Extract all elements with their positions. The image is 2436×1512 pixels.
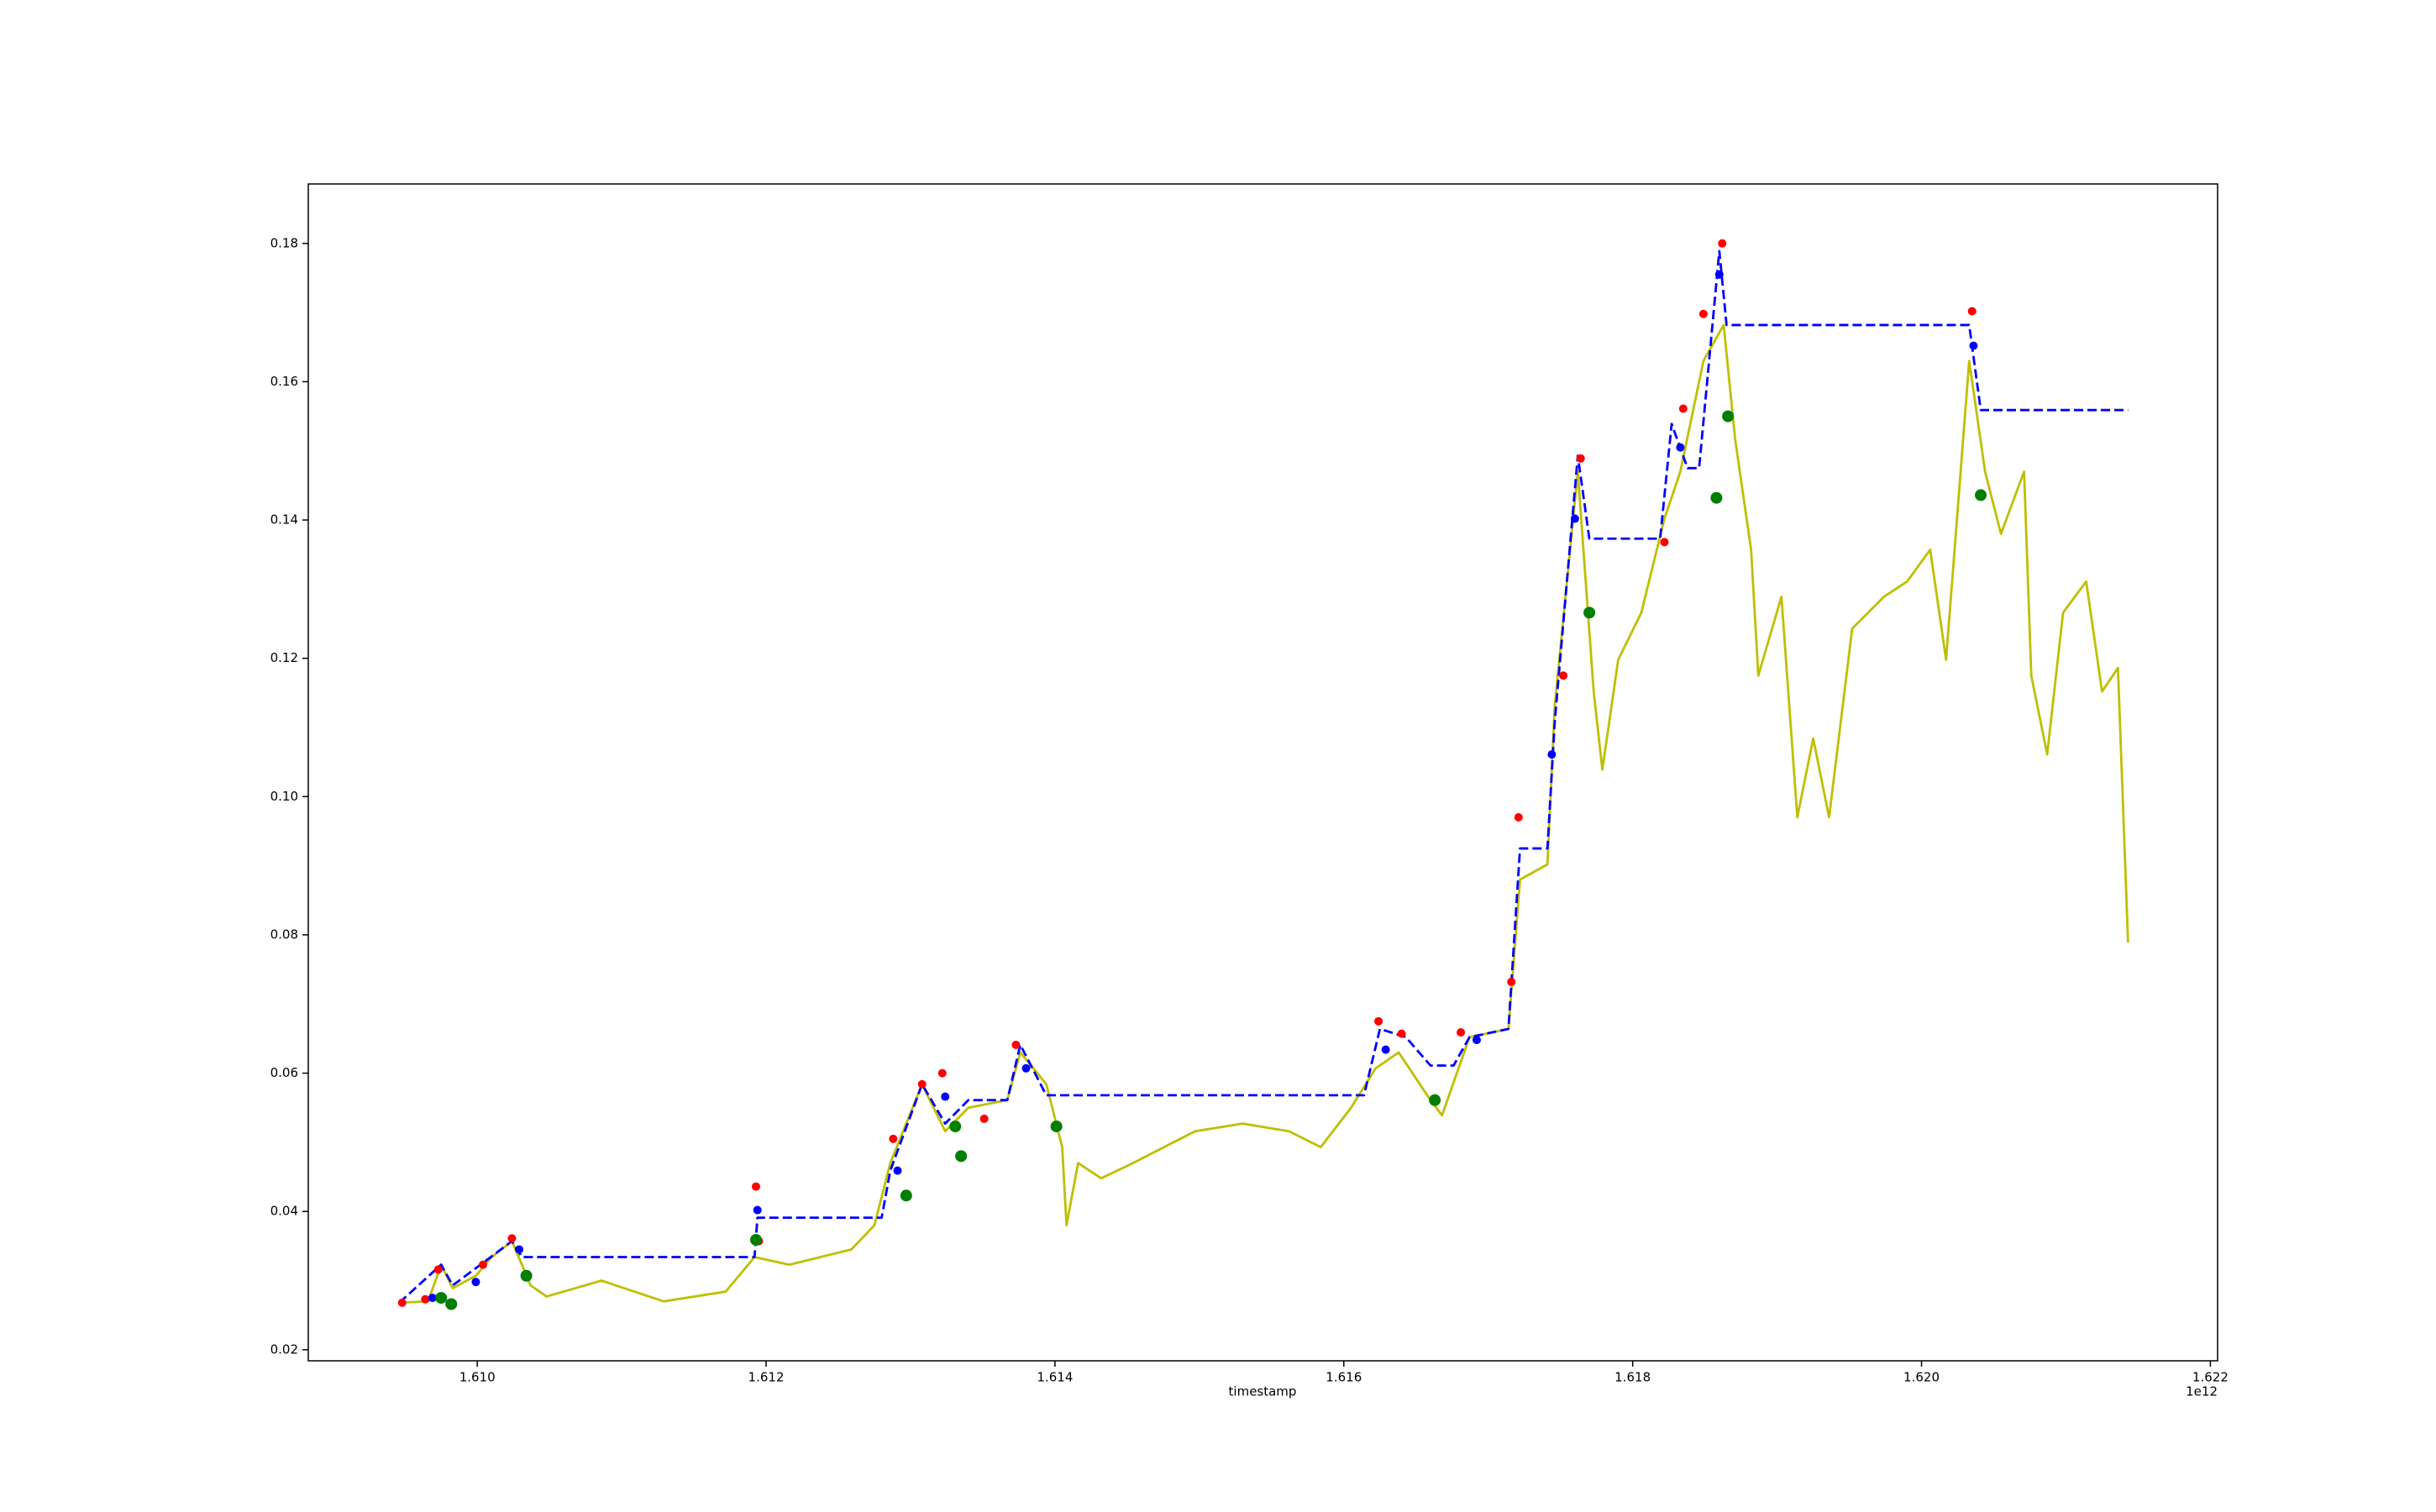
marker: [750, 1233, 763, 1246]
marker: [445, 1298, 458, 1310]
marker: [917, 1079, 927, 1089]
x-tick-label: 1.622: [2192, 1370, 2229, 1385]
marker: [1576, 454, 1585, 463]
y-tick-label: 0.18: [270, 235, 298, 250]
marker: [949, 1120, 962, 1132]
marker: [1050, 1120, 1063, 1132]
marker: [435, 1292, 448, 1305]
y-tick-label: 0.16: [270, 374, 298, 389]
y-tick-label: 0.14: [270, 512, 298, 528]
plot-frame: [307, 183, 2218, 1362]
marker: [937, 1068, 947, 1078]
marker: [1472, 1036, 1481, 1045]
marker: [1374, 1016, 1383, 1026]
y-tick-label: 0.06: [270, 1065, 298, 1080]
marker: [889, 1134, 898, 1143]
marker: [397, 1298, 407, 1307]
marker: [1660, 538, 1669, 547]
marker: [421, 1294, 430, 1304]
marker: [1397, 1029, 1406, 1038]
marker: [1457, 1028, 1466, 1037]
marker: [1583, 606, 1596, 619]
marker: [941, 1092, 950, 1101]
marker: [1507, 977, 1516, 986]
dashed-line: [398, 249, 2129, 1304]
marker: [1547, 750, 1557, 759]
price-line: [399, 323, 2129, 1305]
marker: [979, 1114, 989, 1123]
marker: [479, 1260, 488, 1269]
marker: [1710, 491, 1723, 504]
marker: [1975, 489, 1987, 501]
marker: [753, 1205, 762, 1215]
marker: [1698, 309, 1708, 318]
x-tick-label: 1.610: [459, 1370, 496, 1385]
marker: [1676, 443, 1685, 452]
y-tick-label: 0.10: [270, 789, 298, 804]
marker: [1429, 1094, 1441, 1106]
marker: [893, 1166, 902, 1175]
marker: [1021, 1063, 1031, 1073]
marker: [428, 1294, 437, 1303]
marker: [1570, 514, 1579, 523]
marker: [1381, 1045, 1390, 1054]
marker: [1559, 671, 1568, 680]
marker: [955, 1150, 968, 1163]
y-tick-label: 0.02: [270, 1341, 298, 1357]
marker: [1678, 404, 1688, 413]
x-tick-label: 1.612: [748, 1370, 785, 1385]
marker: [1722, 410, 1735, 423]
x-tick-label: 1.618: [1614, 1370, 1651, 1385]
x-tick-label: 1.614: [1037, 1370, 1073, 1385]
x-tick-label: 1.620: [1903, 1370, 1940, 1385]
x-offset-label: 1e12: [2186, 1384, 2218, 1399]
y-tick-label: 0.12: [270, 650, 298, 665]
marker: [1969, 341, 1978, 350]
marker: [1718, 239, 1727, 248]
marker: [1967, 307, 1977, 316]
marker: [752, 1182, 761, 1191]
marker: [1714, 270, 1724, 279]
x-tick-label: 1.616: [1326, 1370, 1362, 1385]
marker: [1514, 813, 1523, 822]
marker: [433, 1265, 443, 1274]
marker: [900, 1189, 912, 1202]
marker: [471, 1278, 480, 1287]
marker: [515, 1245, 524, 1254]
marker: [520, 1269, 533, 1282]
marker: [507, 1234, 517, 1243]
marker: [1011, 1040, 1021, 1049]
y-tick-label: 0.08: [270, 927, 298, 942]
x-axis-label: timestamp: [1229, 1384, 1297, 1399]
y-tick-label: 0.04: [270, 1204, 298, 1219]
